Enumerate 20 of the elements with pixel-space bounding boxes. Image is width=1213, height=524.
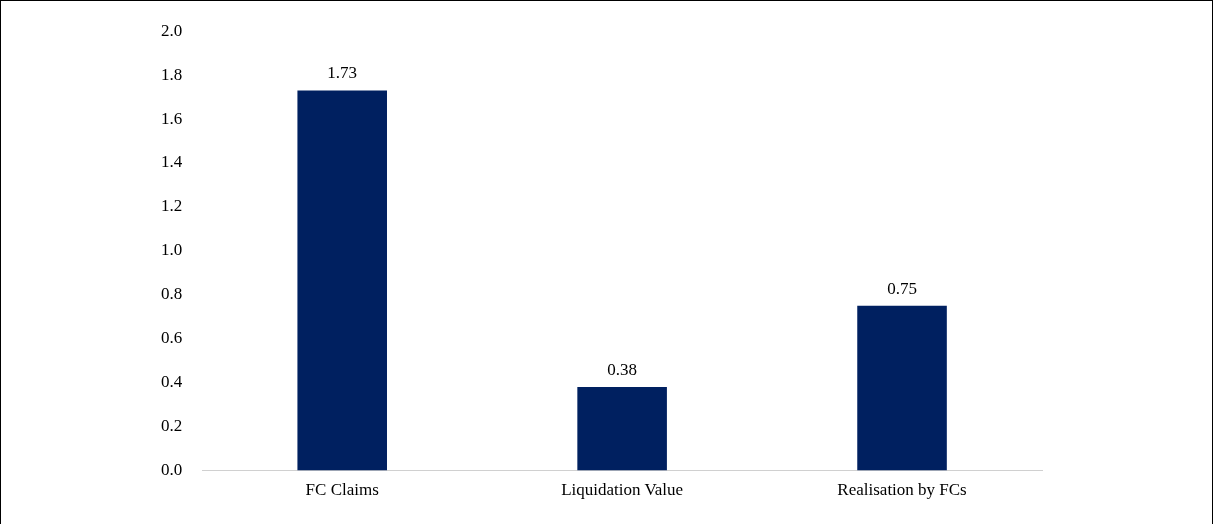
bar [297,90,387,471]
y-tick-label: 1.2 [161,196,183,216]
y-tick-label: 0.4 [161,372,183,392]
y-tick-label: 1.6 [161,108,183,128]
y-tick-label: 0.6 [161,328,183,348]
y-tick-label: 1.8 [161,64,183,84]
data-label: 0.38 [607,360,637,380]
y-tick-label: 0.2 [161,416,183,436]
data-label: 0.75 [887,278,917,298]
x-tick-label: Liquidation Value [561,480,684,500]
y-tick-label: 0.8 [161,284,183,304]
bar [857,305,947,471]
bar [577,387,667,471]
x-tick-label: FC Claims [305,480,379,500]
x-tick-label: Realisation by FCs [837,480,967,500]
y-tick-label: 2.0 [161,20,183,40]
y-tick-label: 1.0 [161,240,183,260]
data-label: 1.73 [327,63,358,83]
y-tick-label: 1.4 [161,152,183,172]
y-tick-label: 0.0 [161,460,183,480]
